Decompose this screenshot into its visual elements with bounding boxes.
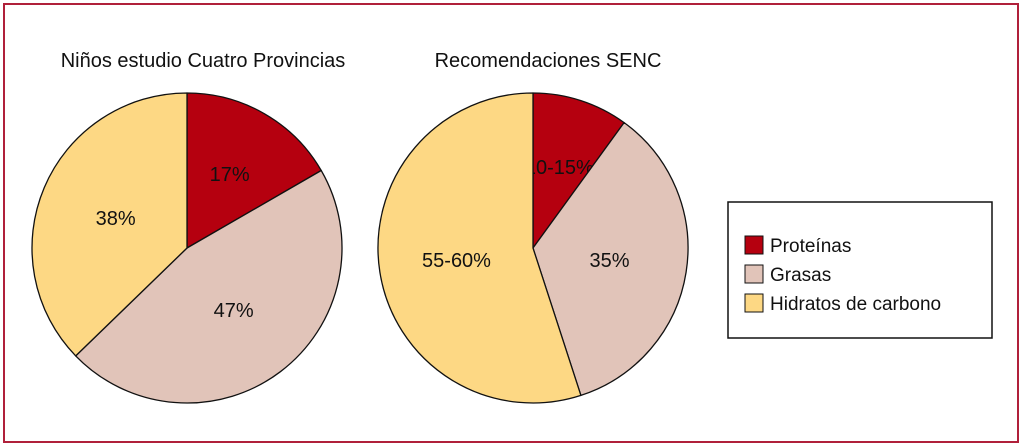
pie-0-label-hidratos: 38% [96,208,136,230]
legend-label-proteinas: Proteínas [770,236,851,257]
pie-0-label-grasas: 47% [214,300,254,322]
pie-0-label-proteinas: 17% [210,164,250,186]
legend-label-hidratos: Hidratos de carbono [770,294,941,315]
legend-label-grasas: Grasas [770,265,831,286]
legend: Proteínas Grasas Hidratos de carbono [727,201,993,339]
legend-swatch-proteinas [744,235,764,255]
pie-0-slice-proteinas [186,92,322,249]
legend-swatch-hidratos [744,293,764,313]
pie-1-label-proteinas: 10-15% [525,157,594,179]
legend-box [727,201,993,339]
chart-title-left: Niños estudio Cuatro Provincias [61,50,346,72]
pie-1-slice-hidratos [377,92,582,404]
pie-0-slice-hidratos [31,92,188,357]
pie-1-slice-grasas [532,121,689,397]
pie-1-label-grasas: 35% [589,250,629,272]
pie-0-slice-grasas [75,169,343,404]
pie-1-label-hidratos: 55-60% [422,250,491,272]
pie-1-slice-proteinas [532,92,625,249]
chart-title-right: Recomendaciones SENC [435,50,662,72]
legend-swatch-grasas [744,264,764,284]
